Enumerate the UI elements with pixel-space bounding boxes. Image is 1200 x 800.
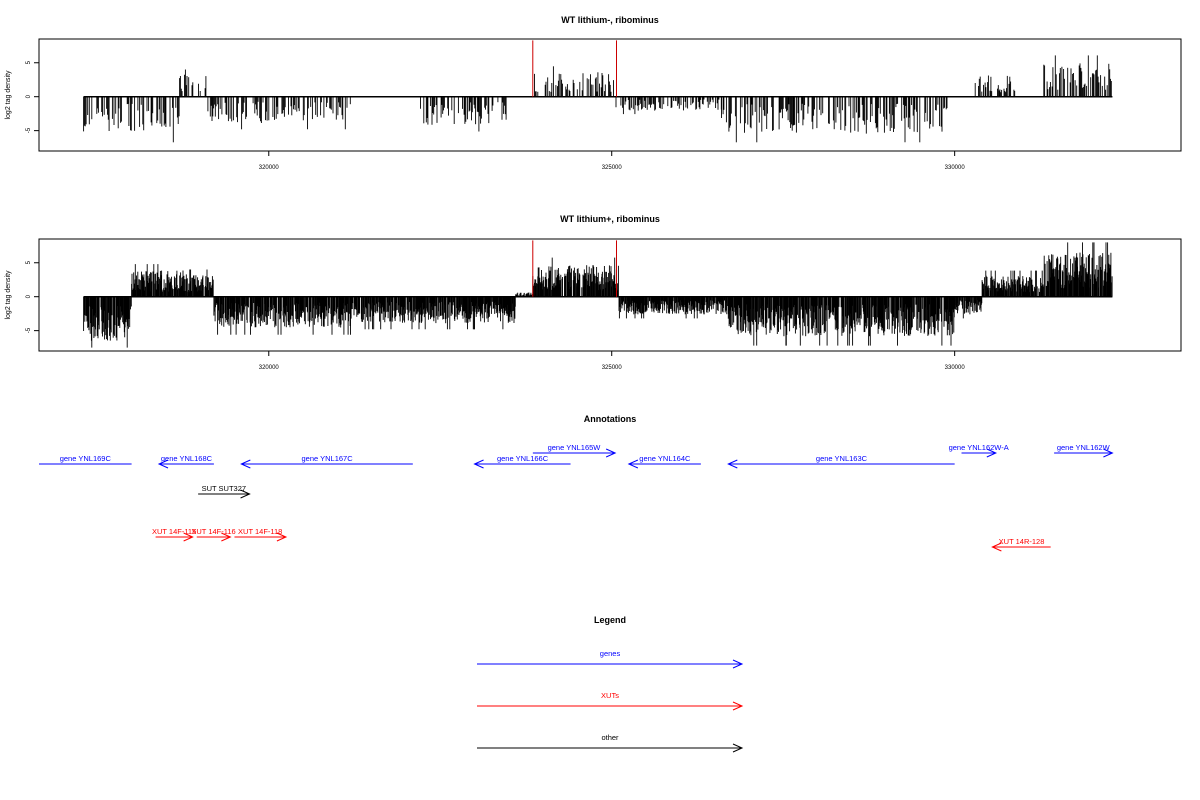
feature-arrowhead [627,459,639,469]
feature-arrowhead [183,532,194,542]
feature-label: XUT 14R-128 [999,537,1045,546]
legend-label: genes [600,649,621,658]
feature-gene: gene YNL169C [39,454,132,465]
feature-label: gene YNL166C [497,454,549,463]
feature-gene: gene YNL165W [532,443,617,458]
x-tick-label: 320000 [259,365,280,371]
feature-arrowhead [240,489,251,499]
feature-label: gene YNL162W [1057,443,1111,452]
legend-label: other [601,733,619,742]
panel-2-frame [38,238,1182,352]
feature-label: gene YNL169C [60,454,112,463]
legend-arrowhead [732,701,744,711]
feature-arrowhead [240,459,251,469]
y-tick-label: 0 [26,94,32,98]
feature-gene: gene YNL168C [157,454,214,469]
panel-1-frame [38,38,1182,152]
feature-other: SUT SUT327 [198,484,251,499]
feature-label: gene YNL162W-A [949,443,1009,452]
feature-xut: XUT 14F-118 [234,527,288,542]
feature-label: XUT 14F-118 [238,527,282,536]
feature-arrowhead [473,459,484,469]
legend-arrowhead [732,743,744,753]
feature-xut: XUT 14F-116 [191,527,236,542]
feature-gene: gene YNL167C [240,454,413,469]
feature-arrowhead [727,459,738,469]
annotations-title: Annotations [584,414,637,424]
panel-lithium-plus: WT lithium+, ribominus log2 tag density … [5,214,1182,371]
feature-arrowhead [157,459,169,469]
feature-arrowhead [276,532,288,542]
feature-gene: gene YNL164C [627,454,701,469]
panel-2-signal [83,240,1113,348]
feature-label: gene YNL164C [639,454,691,463]
feature-label: XUT 14F-116 [191,527,235,536]
x-tick-label: 325000 [602,365,623,371]
y-tick-label: 0 [26,294,32,298]
legend-item: other [477,733,744,753]
y-tick-label: -5 [26,127,32,133]
x-tick-label: 325000 [602,165,623,171]
panel-1-axes: -5 0 5 320000 325000 330000 [26,60,965,171]
legend-items: genes XUTs other [477,649,744,753]
x-tick-label: 320000 [259,165,280,171]
y-tick-label: -5 [26,327,32,333]
panel-1-signal [83,40,1113,143]
y-tick-label: 5 [26,60,32,64]
y-tick-label: 5 [26,260,32,264]
legend-arrowhead [732,659,744,669]
feature-arrowhead [1103,448,1114,458]
panel-1-title: WT lithium-, ribominus [561,15,659,25]
legend-label: XUTs [601,691,619,700]
legend-item: XUTs [477,691,744,711]
x-tick-label: 330000 [945,165,966,171]
panel-2-title: WT lithium+, ribominus [560,214,660,224]
panel-2-ylabel: log2 tag density [5,270,12,320]
feature-gene: gene YNL166C [473,454,571,469]
panel-2-axes: -5 0 5 320000 325000 330000 [26,260,965,371]
panel-lithium-minus: WT lithium-, ribominus log2 tag density … [5,15,1182,171]
feature-label: gene YNL163C [816,454,868,463]
feature-label: SUT SUT327 [202,484,246,493]
legend-item: genes [477,649,744,669]
legend-title: Legend [594,615,626,625]
annotations-track: Annotations gene YNL169C gene YNL168C gene… [39,414,1114,552]
x-tick-label: 330000 [945,365,966,371]
feature-arrowhead [221,532,232,542]
feature-gene: gene YNL162W-A [949,443,1009,458]
feature-arrowhead [991,542,1002,552]
feature-xut: XUT 14R-128 [991,537,1051,552]
feature-gene: gene YNL163C [727,454,955,469]
panel-1-ylabel: log2 tag density [5,70,12,120]
feature-label: gene YNL167C [301,454,353,463]
feature-arrowhead [986,448,998,458]
annotation-features: gene YNL169C gene YNL168C gene YNL167C gene… [39,443,1114,552]
feature-label: gene YNL165W [548,443,602,452]
feature-arrowhead [605,448,617,458]
feature-xut: XUT 14F-115 [152,527,196,542]
feature-label: gene YNL168C [161,454,213,463]
legend: Legend genes XUTs other [477,615,744,753]
feature-gene: gene YNL162W [1054,443,1114,458]
feature-label: XUT 14F-115 [152,527,196,536]
